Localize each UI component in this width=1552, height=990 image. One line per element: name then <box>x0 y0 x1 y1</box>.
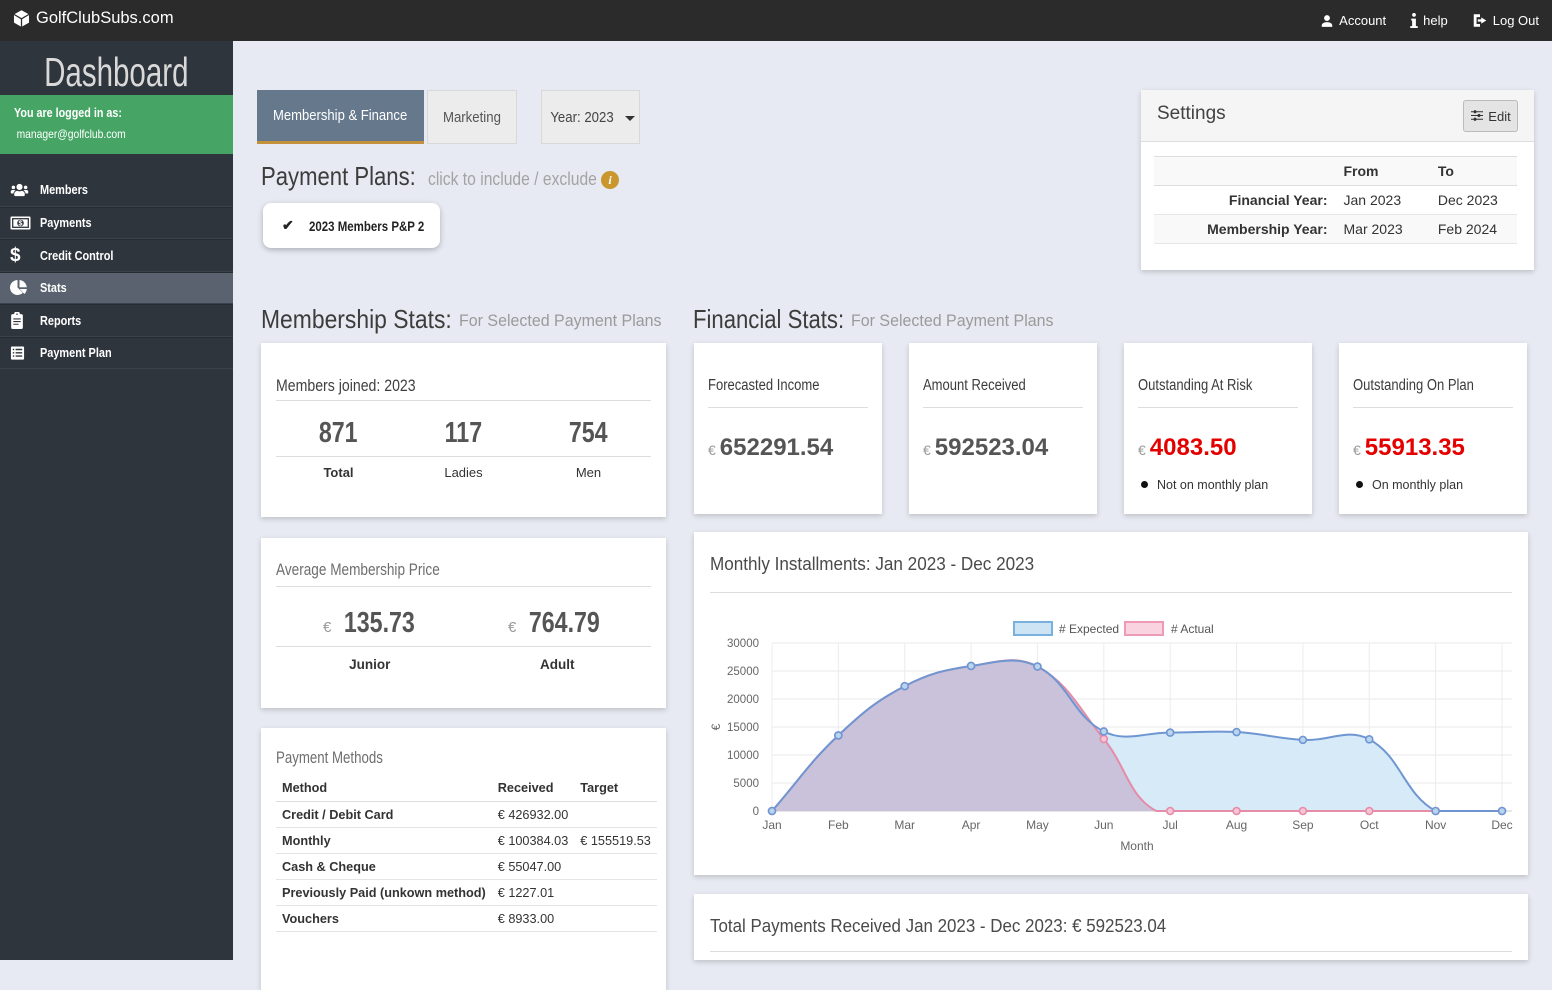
svg-text:Jan: Jan <box>762 818 781 832</box>
svg-text:Mar: Mar <box>894 818 915 832</box>
svg-text:Feb: Feb <box>828 818 849 832</box>
svg-text:Month: Month <box>1120 839 1153 853</box>
svg-text:0: 0 <box>753 806 759 818</box>
svg-text:May: May <box>1026 818 1049 832</box>
svg-text:# Expected: # Expected <box>1059 622 1119 636</box>
svg-text:€: € <box>709 723 723 730</box>
svg-text:25000: 25000 <box>727 666 759 678</box>
svg-text:Apr: Apr <box>962 818 981 832</box>
svg-text:10000: 10000 <box>727 750 759 762</box>
svg-text:Jul: Jul <box>1163 818 1178 832</box>
svg-text:# Actual: # Actual <box>1171 622 1214 636</box>
svg-text:Jun: Jun <box>1094 818 1113 832</box>
svg-text:20000: 20000 <box>727 694 759 706</box>
svg-text:$: $ <box>19 220 23 227</box>
svg-text:30000: 30000 <box>727 638 759 650</box>
svg-text:Sep: Sep <box>1292 818 1314 832</box>
svg-text:Nov: Nov <box>1425 818 1446 832</box>
svg-text:Oct: Oct <box>1360 818 1379 832</box>
svg-text:5000: 5000 <box>733 778 759 790</box>
svg-text:Aug: Aug <box>1226 818 1247 832</box>
svg-text:15000: 15000 <box>727 722 759 734</box>
svg-text:Dec: Dec <box>1491 818 1512 832</box>
